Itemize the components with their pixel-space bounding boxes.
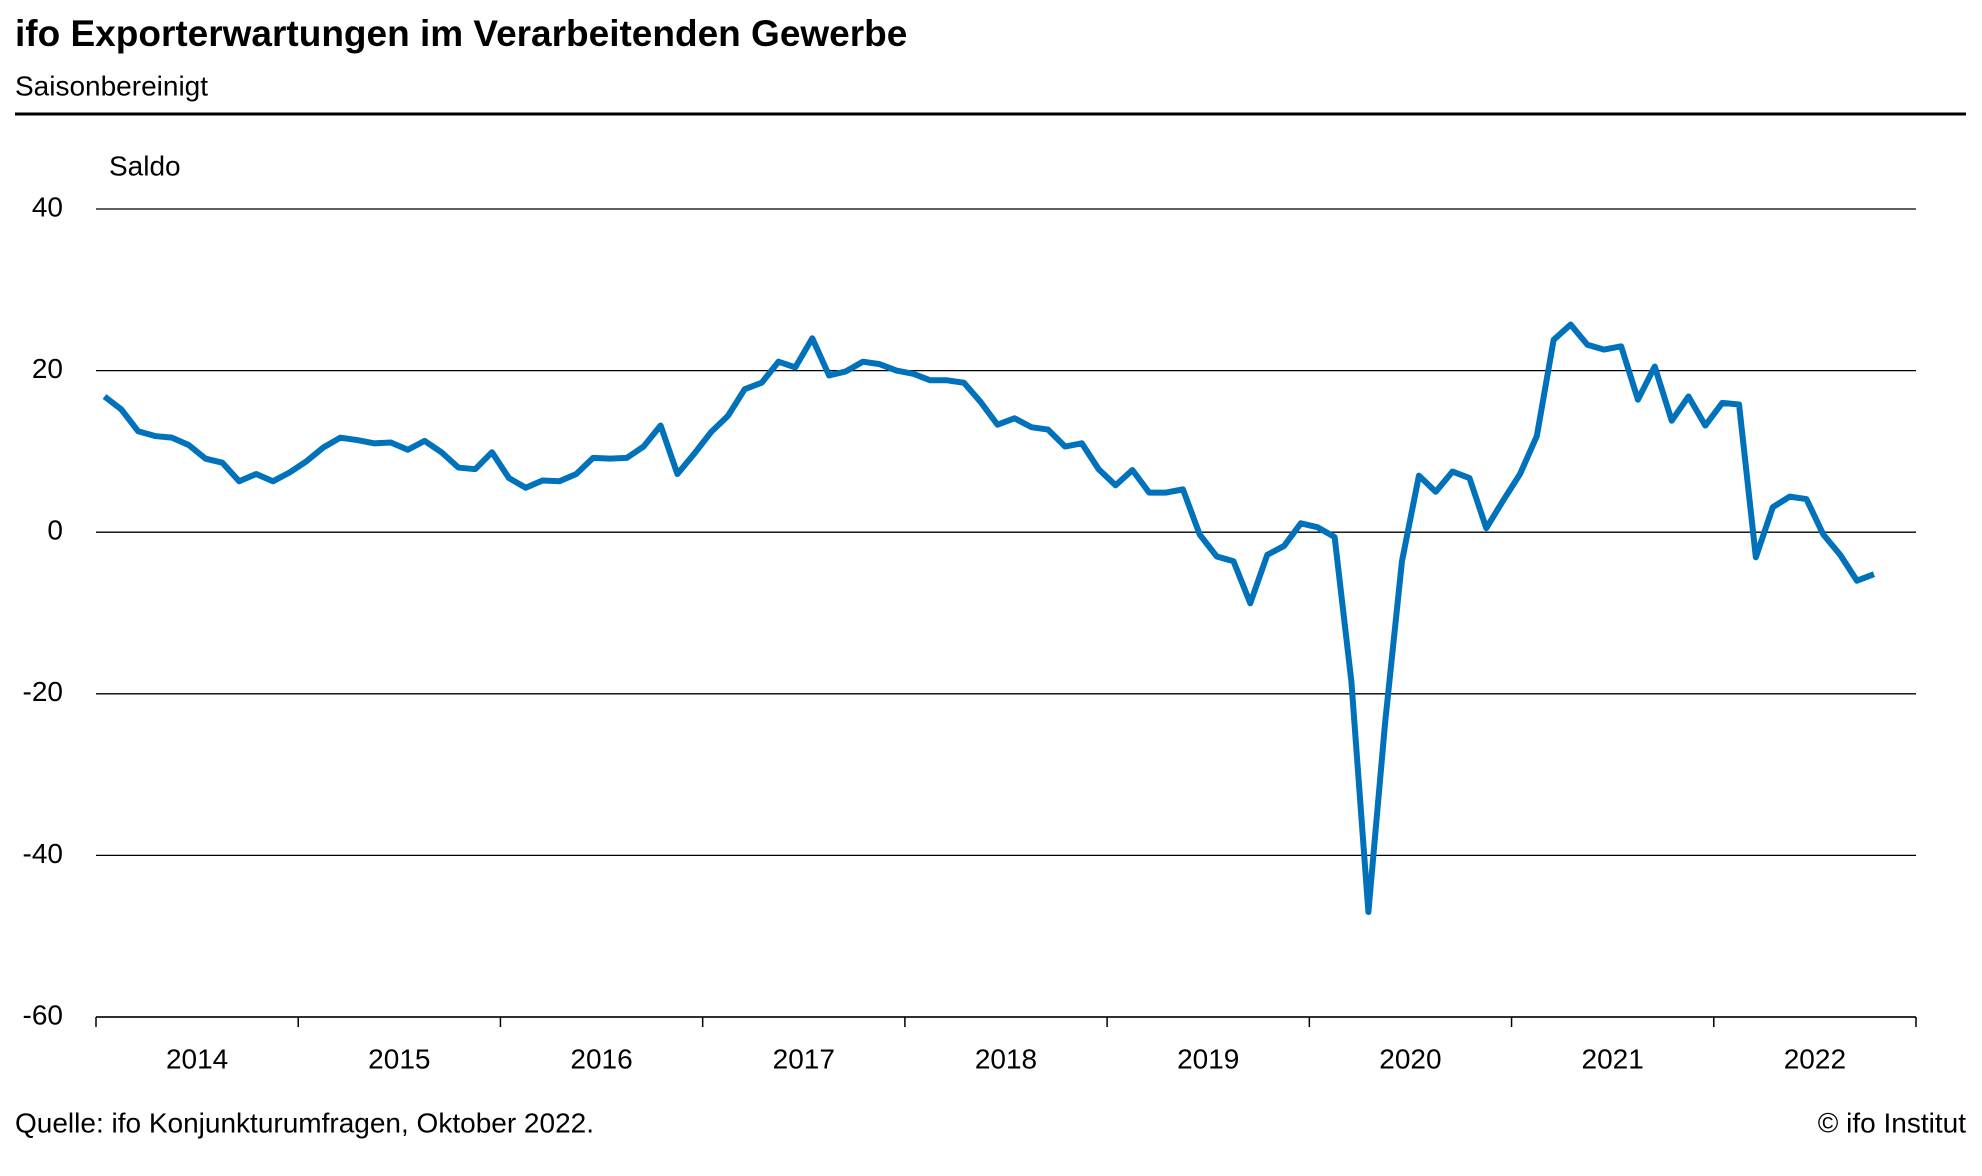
x-tick-label: 2016 bbox=[570, 1043, 632, 1074]
x-tick-label: 2018 bbox=[975, 1043, 1037, 1074]
x-tick-label: 2014 bbox=[166, 1043, 228, 1074]
x-tick-label: 2019 bbox=[1177, 1043, 1239, 1074]
x-tick-label: 2015 bbox=[368, 1043, 430, 1074]
copyright: © ifo Institut bbox=[1818, 1107, 1966, 1138]
x-tick-label: 2021 bbox=[1582, 1043, 1644, 1074]
x-tick-label: 2020 bbox=[1379, 1043, 1441, 1074]
y-tick-label: -60 bbox=[23, 999, 63, 1030]
y-tick-label: 0 bbox=[47, 515, 63, 546]
chart-title: ifo Exporterwartungen im Verarbeitenden … bbox=[15, 13, 907, 54]
y-axis-label: Saldo bbox=[109, 150, 181, 181]
chart-subtitle: Saisonbereinigt bbox=[15, 70, 208, 101]
y-tick-label: -20 bbox=[23, 676, 63, 707]
y-tick-label: 20 bbox=[32, 353, 63, 384]
y-tick-label: -40 bbox=[23, 838, 63, 869]
y-tick-label: 40 bbox=[32, 191, 63, 222]
source-note: Quelle: ifo Konjunkturumfragen, Oktober … bbox=[15, 1107, 594, 1138]
data-line bbox=[102, 321, 1876, 915]
x-tick-label: 2017 bbox=[773, 1043, 835, 1074]
x-tick-label: 2022 bbox=[1784, 1043, 1846, 1074]
